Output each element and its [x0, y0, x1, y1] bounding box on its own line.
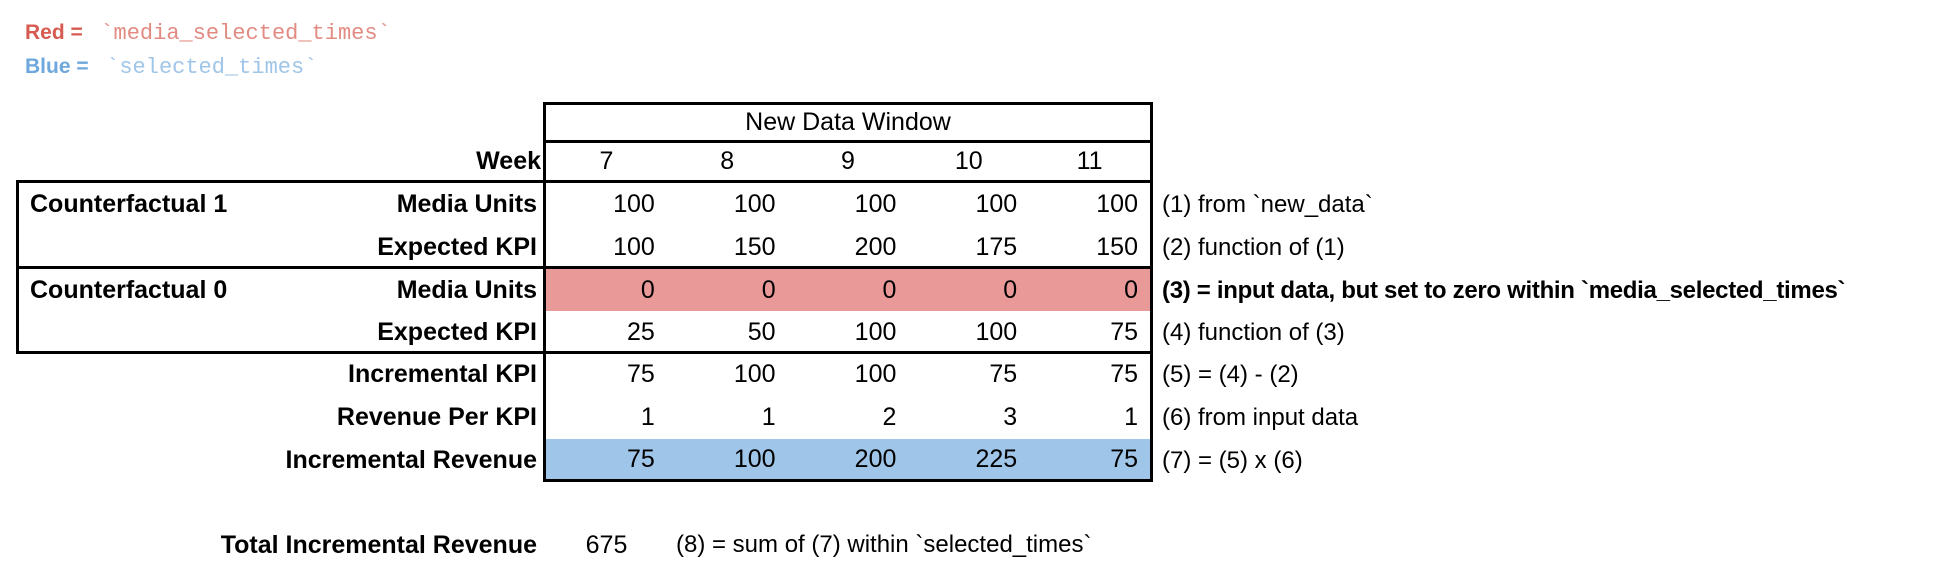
legend-blue-code: `selected_times` — [106, 55, 318, 80]
table-row-revenue-per-kpi: 1 1 2 3 1 — [546, 396, 1150, 439]
cell-value: 75 — [626, 445, 655, 473]
legend-red-code: `media_selected_times` — [100, 21, 391, 46]
week-number: 7 — [599, 147, 614, 175]
line-below-header — [543, 140, 1153, 143]
row-label-incremental-kpi: Incremental KPI — [348, 360, 537, 388]
cell-value: 0 — [882, 276, 897, 304]
cell-value: 0 — [1003, 276, 1018, 304]
cell-value: 0 — [640, 276, 655, 304]
total-incremental-revenue-value: 675 — [585, 531, 628, 559]
table-row-expected-kpi-cf1: 100 150 200 175 150 — [546, 226, 1150, 269]
annotation-3: (3) = input data, but set to zero within… — [1162, 277, 1846, 304]
cell-value: 200 — [854, 445, 897, 473]
cell-value: 150 — [1096, 233, 1138, 261]
cell-value: 75 — [1110, 360, 1138, 388]
cell-value: 0 — [761, 276, 776, 304]
table-header: New Data Window — [745, 108, 951, 136]
week-number: 11 — [1076, 147, 1103, 175]
table-row-media-units-cf1: 100 100 100 100 100 — [546, 183, 1150, 226]
line-below-week-row — [543, 180, 1153, 183]
week-number: 10 — [954, 147, 983, 175]
row-label-expected-kpi-cf1: Expected KPI — [377, 233, 537, 261]
row-label-media-units-cf0: Media Units — [396, 276, 537, 304]
total-incremental-revenue-label: Total Incremental Revenue — [220, 531, 537, 559]
line-below-counterfactual1 — [543, 266, 1153, 269]
cell-value: 100 — [854, 360, 897, 388]
row-label-expected-kpi-cf0: Expected KPI — [377, 318, 537, 346]
cell-value: 0 — [1124, 276, 1138, 304]
cell-value: 100 — [613, 190, 655, 218]
annotation-5: (5) = (4) - (2) — [1162, 361, 1299, 388]
cell-value: 200 — [854, 233, 897, 261]
cell-value: 100 — [613, 233, 655, 261]
week-label: Week — [476, 147, 541, 175]
annotation-6: (6) from input data — [1162, 404, 1359, 431]
cell-value: 1 — [761, 403, 776, 431]
legend-blue-line: Blue = `selected_times` — [25, 52, 317, 83]
cell-value: 150 — [733, 233, 776, 261]
cell-value: 3 — [1003, 403, 1018, 431]
cell-value: 75 — [626, 360, 655, 388]
cell-value: 100 — [975, 318, 1018, 346]
legend-red-line: Red = `media_selected_times` — [25, 18, 391, 49]
legend-red-space — [89, 21, 95, 44]
table-row-incremental-kpi: 75 100 100 75 75 — [546, 353, 1150, 396]
annotation-1: (1) from `new_data` — [1162, 191, 1373, 218]
cell-value: 50 — [747, 318, 776, 346]
annotation-7: (7) = (5) x (6) — [1162, 447, 1303, 474]
cell-value: 100 — [1096, 190, 1138, 218]
week-number: 8 — [720, 147, 735, 175]
cell-value: 100 — [854, 318, 897, 346]
cell-value: 2 — [882, 403, 897, 431]
cell-value: 100 — [733, 190, 776, 218]
legend-blue-label: Blue = — [25, 55, 89, 78]
cell-value: 100 — [854, 190, 897, 218]
line-below-counterfactual0 — [543, 351, 1153, 354]
annotation-2: (2) function of (1) — [1162, 234, 1345, 261]
cell-value: 25 — [626, 318, 655, 346]
row-label-incremental-revenue: Incremental Revenue — [285, 446, 538, 474]
cell-value: 1 — [1124, 403, 1138, 431]
legend-red-label: Red = — [25, 21, 83, 44]
row-label-media-units-cf1: Media Units — [396, 190, 537, 218]
cell-value: 75 — [1110, 318, 1138, 346]
cell-value: 75 — [1110, 445, 1138, 473]
annotation-4: (4) function of (3) — [1162, 319, 1345, 346]
week-number: 9 — [841, 147, 855, 175]
group-label-counterfactual-0: Counterfactual 0 — [30, 276, 228, 304]
table-row-media-units-cf0-highlighted: 0 0 0 0 0 — [546, 269, 1150, 311]
table-row-incremental-revenue-highlighted: 75 100 200 225 75 — [546, 439, 1150, 479]
row-label-revenue-per-kpi: Revenue Per KPI — [336, 403, 537, 431]
group-label-counterfactual-1: Counterfactual 1 — [30, 190, 228, 218]
cell-value: 175 — [975, 233, 1018, 261]
cell-value: 100 — [733, 360, 776, 388]
table-row-expected-kpi-cf0: 25 50 100 100 75 — [546, 311, 1150, 354]
week-numbers-row: 7 8 9 10 11 — [546, 143, 1150, 180]
counterfactual0-box — [16, 266, 546, 354]
cell-value: 1 — [640, 403, 655, 431]
cell-value: 225 — [975, 445, 1018, 473]
cell-value: 75 — [989, 360, 1018, 388]
cell-value: 100 — [733, 445, 776, 473]
cell-value: 100 — [975, 190, 1018, 218]
annotation-8: (8) = sum of (7) within `selected_times` — [676, 531, 1092, 558]
legend-blue-space — [94, 55, 100, 78]
